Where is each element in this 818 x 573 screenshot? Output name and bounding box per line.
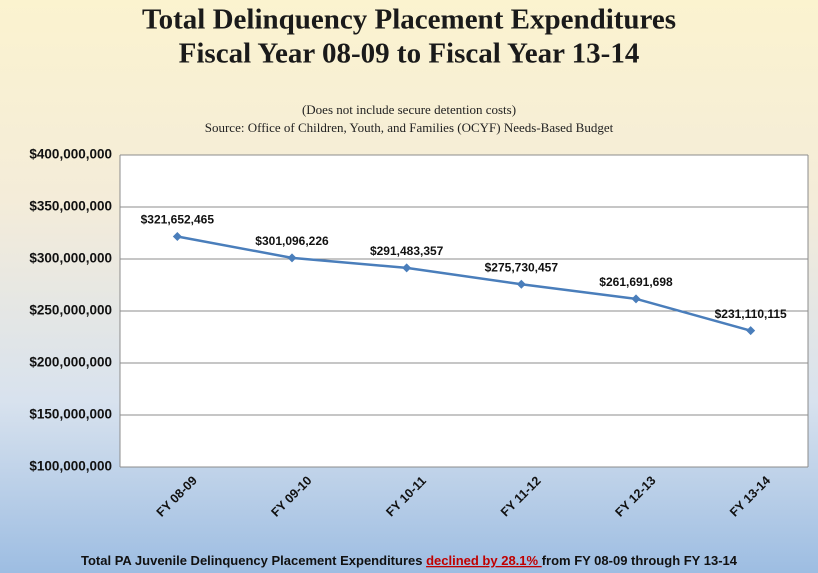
title-line: Fiscal Year 08-09 to Fiscal Year 13-14: [179, 38, 640, 70]
y-tick-label: $200,000,000: [29, 355, 112, 370]
data-label: $261,691,698: [599, 275, 673, 289]
subtitle-line: Source: Office of Children, Youth, and F…: [205, 120, 614, 135]
footnote: Total PA Juvenile Delinquency Placement …: [81, 553, 738, 568]
marker: [287, 253, 297, 263]
line: [177, 235, 752, 332]
title-line: Total Delinquency Placement Expenditures: [142, 4, 676, 36]
y-tick-label: $250,000,000: [29, 303, 112, 318]
y-tick-label: $350,000,000: [29, 199, 112, 214]
data-label: $231,110,115: [715, 307, 787, 321]
subtitle-line: (Does not include secure detention costs…: [302, 102, 516, 117]
marker: [172, 231, 182, 241]
footnote-part: from FY 08-09 through FY 13-14: [542, 553, 738, 568]
data-label: $275,730,457: [485, 260, 559, 274]
marker: [402, 263, 412, 273]
marker: [516, 279, 526, 289]
marker: [631, 294, 641, 304]
y-tick-label: $100,000,000: [29, 459, 112, 474]
footnote-highlight: declined by 28.1%: [426, 553, 542, 568]
y-tick-label: $300,000,000: [29, 251, 112, 266]
marker: [746, 326, 756, 336]
data-label: $301,096,226: [255, 234, 329, 248]
y-tick-label: $150,000,000: [29, 407, 112, 422]
data-label: $321,652,465: [141, 213, 215, 227]
y-tick-label: $400,000,000: [29, 147, 112, 162]
footnote-part: Total PA Juvenile Delinquency Placement …: [81, 553, 426, 568]
data-label: $291,483,357: [370, 244, 444, 258]
